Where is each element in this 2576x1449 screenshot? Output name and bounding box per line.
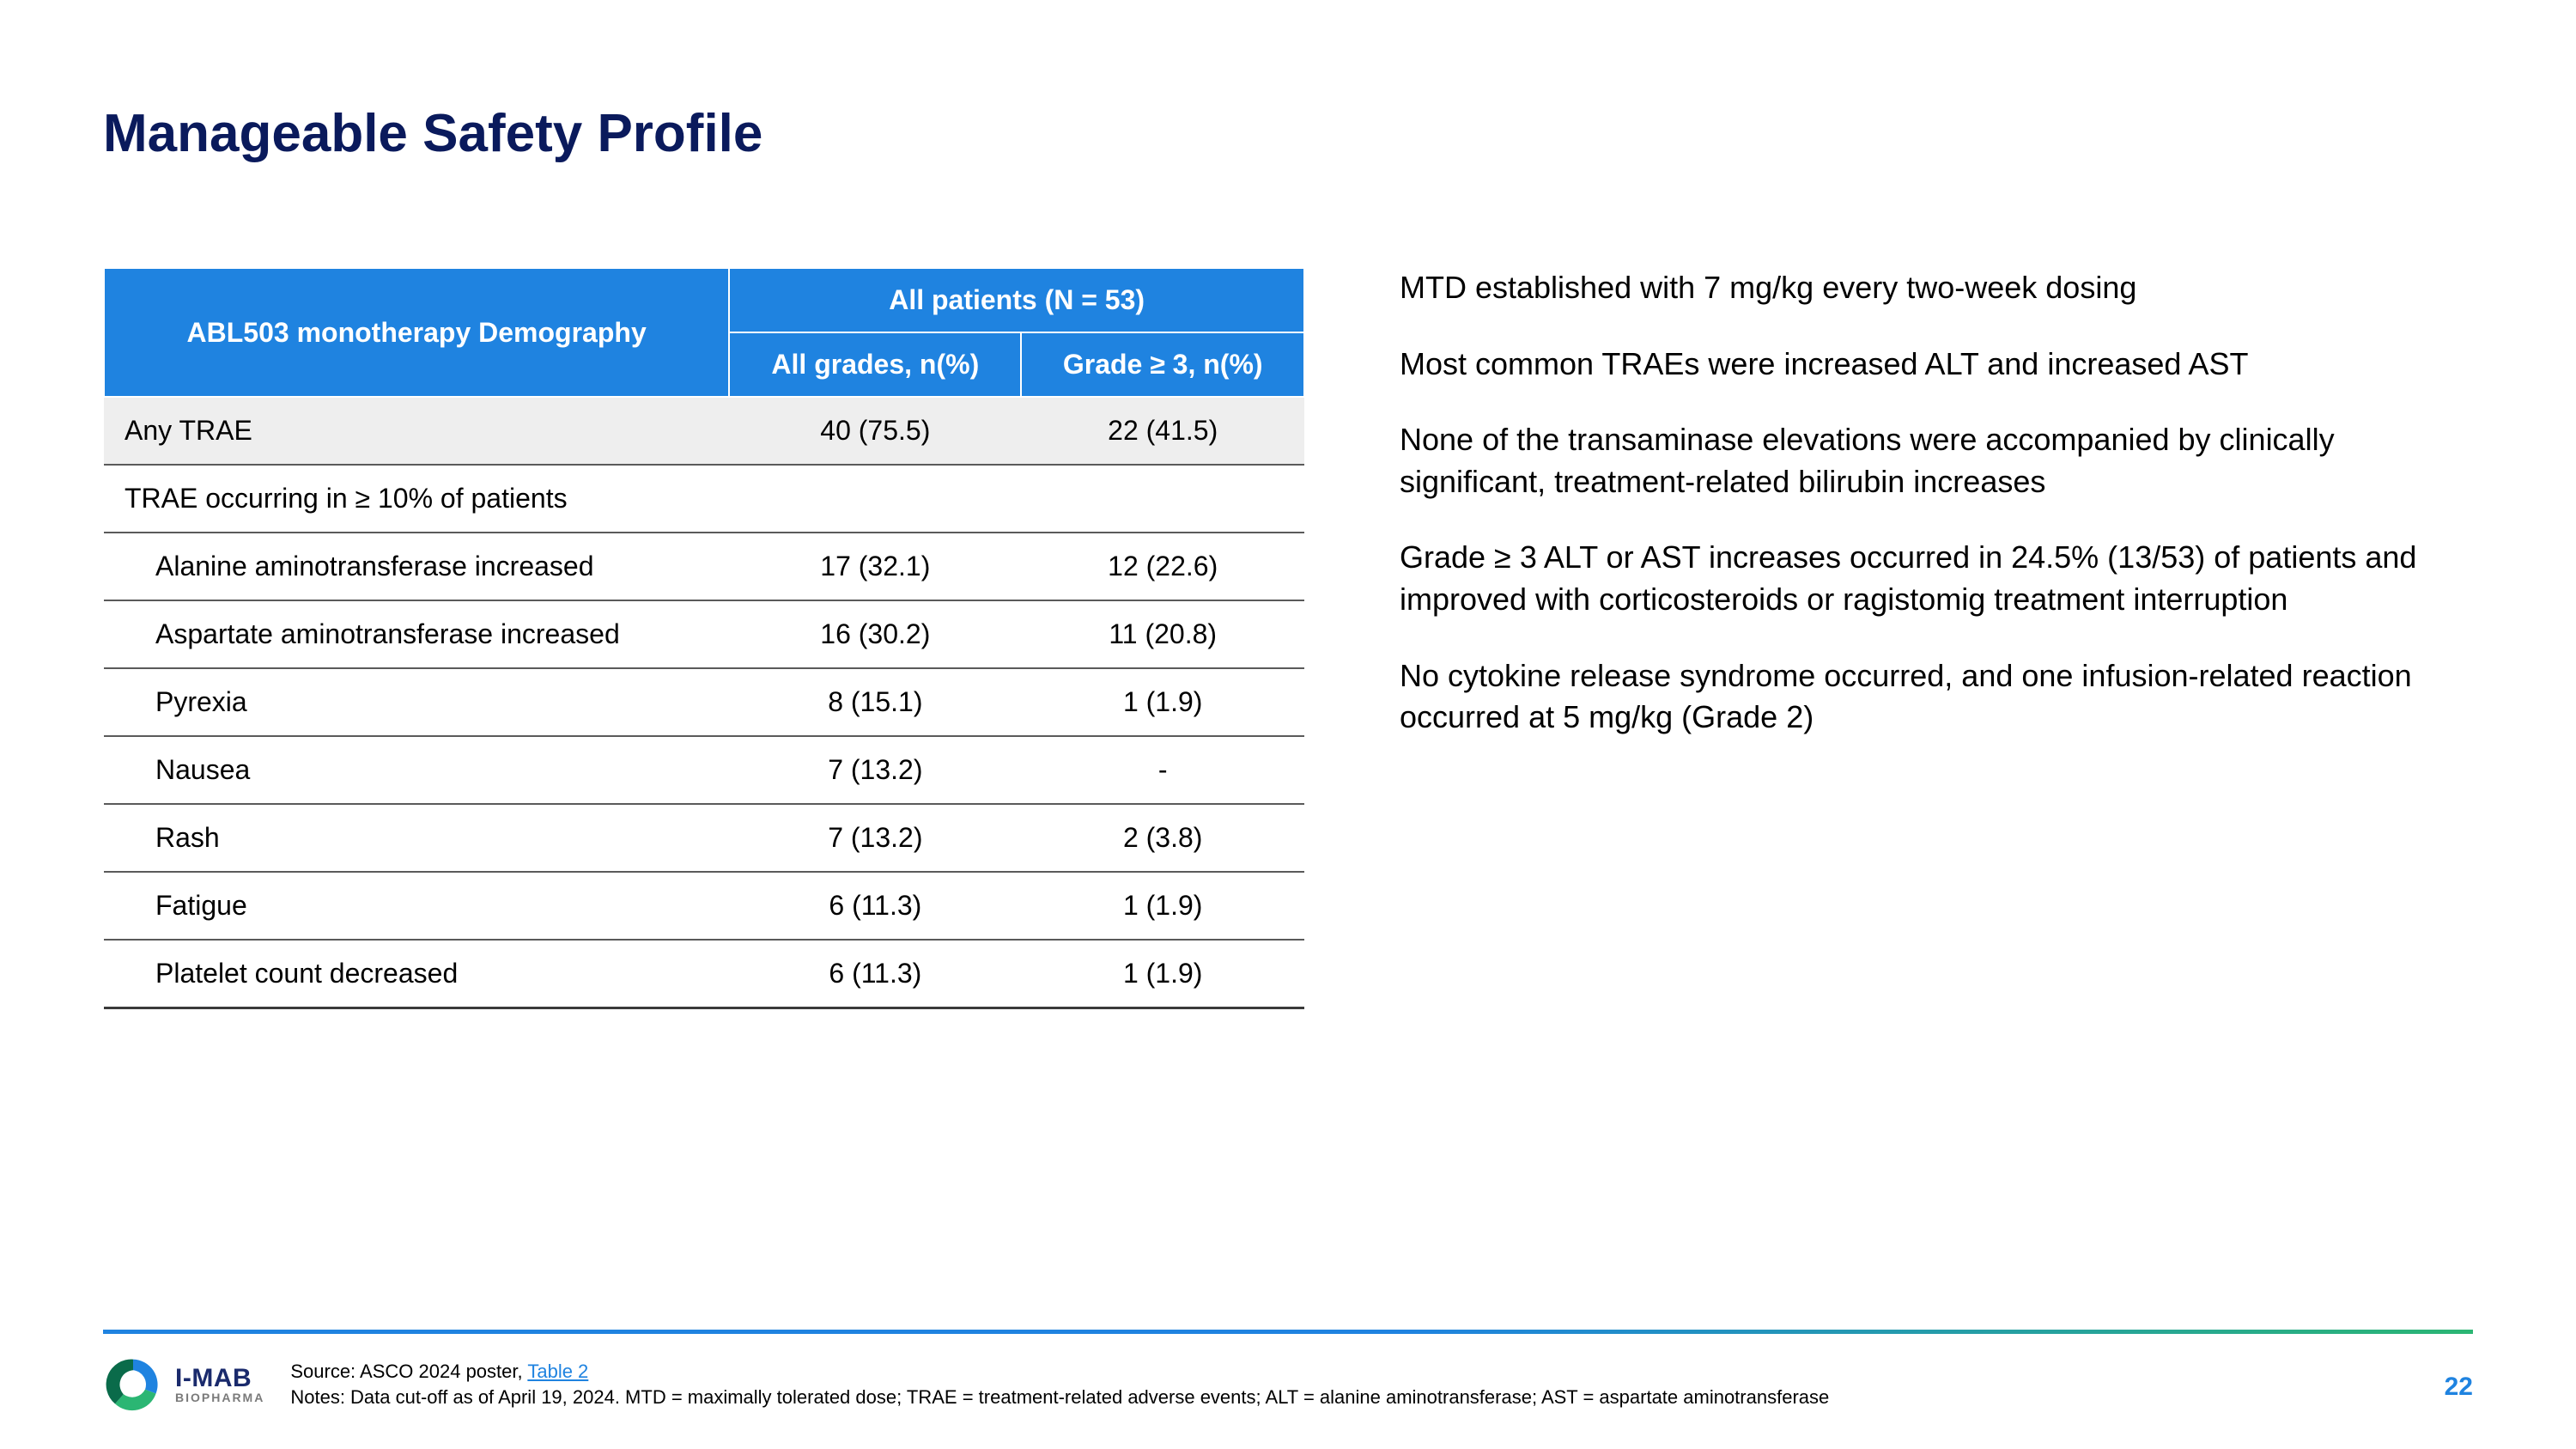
table-row: Fatigue6 (11.3)1 (1.9) [104,872,1304,940]
bullet-item: No cytokine release syndrome occurred, a… [1400,655,2473,739]
notes-line: Notes: Data cut-off as of April 19, 2024… [290,1385,1829,1410]
th-demography: ABL503 monotherapy Demography [104,268,729,397]
logo: I-MAB BIOPHARMA [103,1355,264,1415]
row-allgrades: 6 (11.3) [729,940,1021,1008]
content-row: ABL503 monotherapy Demography All patien… [103,267,2473,1009]
table-row: Rash7 (13.2)2 (3.8) [104,804,1304,872]
bullet-list: MTD established with 7 mg/kg every two-w… [1400,267,2473,773]
row-allgrades: 40 (75.5) [729,397,1021,465]
safety-table-wrap: ABL503 monotherapy Demography All patien… [103,267,1305,1009]
bullet-item: Grade ≥ 3 ALT or AST increases occurred … [1400,537,2473,620]
row-grade3: - [1021,736,1304,804]
row-allgrades: 8 (15.1) [729,668,1021,736]
row-label: Platelet count decreased [104,940,729,1008]
row-allgrades: 16 (30.2) [729,600,1021,668]
th-grade3: Grade ≥ 3, n(%) [1021,332,1304,397]
page-number: 22 [2445,1373,2473,1402]
row-grade3: 1 (1.9) [1021,872,1304,940]
row-grade3: 2 (3.8) [1021,804,1304,872]
row-label: Nausea [104,736,729,804]
footer: I-MAB BIOPHARMA Source: ASCO 2024 poster… [0,1330,2576,1449]
table-row: Aspartate aminotransferase increased16 (… [104,600,1304,668]
row-grade3: 1 (1.9) [1021,940,1304,1008]
row-label: Rash [104,804,729,872]
th-allgrades: All grades, n(%) [729,332,1021,397]
table-body: Any TRAE40 (75.5)22 (41.5)TRAE occurring… [104,397,1304,1008]
row-allgrades: 7 (13.2) [729,804,1021,872]
footer-row: I-MAB BIOPHARMA Source: ASCO 2024 poster… [103,1355,2473,1415]
row-label: Pyrexia [104,668,729,736]
row-label: Fatigue [104,872,729,940]
row-label: TRAE occurring in ≥ 10% of patients [104,465,729,533]
row-grade3: 11 (20.8) [1021,600,1304,668]
row-grade3: 1 (1.9) [1021,668,1304,736]
row-grade3 [1021,465,1304,533]
logo-brand: I-MAB [175,1366,264,1391]
logo-mark-icon [103,1355,163,1415]
source-prefix: Source: ASCO 2024 poster, [290,1361,527,1382]
row-label: Alanine aminotransferase increased [104,533,729,600]
source-line: Source: ASCO 2024 poster, Table 2 [290,1359,1829,1385]
row-allgrades [729,465,1021,533]
row-allgrades: 7 (13.2) [729,736,1021,804]
footnotes: Source: ASCO 2024 poster, Table 2 Notes:… [290,1359,1829,1409]
logo-sub: BIOPHARMA [175,1391,264,1403]
bullet-item: None of the transaminase elevations were… [1400,419,2473,502]
slide: Manageable Safety Profile ABL503 monothe… [0,0,2576,1449]
row-label: Aspartate aminotransferase increased [104,600,729,668]
th-allpatients: All patients (N = 53) [729,268,1304,332]
row-label: Any TRAE [104,397,729,465]
table-row: Nausea7 (13.2)- [104,736,1304,804]
table-row: Any TRAE40 (75.5)22 (41.5) [104,397,1304,465]
footer-rule [103,1330,2473,1334]
row-grade3: 12 (22.6) [1021,533,1304,600]
table-row: Pyrexia8 (15.1)1 (1.9) [104,668,1304,736]
source-link[interactable]: Table 2 [527,1361,588,1382]
row-allgrades: 17 (32.1) [729,533,1021,600]
page-title: Manageable Safety Profile [103,103,2473,164]
table-row: Alanine aminotransferase increased17 (32… [104,533,1304,600]
row-grade3: 22 (41.5) [1021,397,1304,465]
table-row: TRAE occurring in ≥ 10% of patients [104,465,1304,533]
logo-text: I-MAB BIOPHARMA [175,1366,264,1403]
table-row: Platelet count decreased6 (11.3)1 (1.9) [104,940,1304,1008]
row-allgrades: 6 (11.3) [729,872,1021,940]
safety-table: ABL503 monotherapy Demography All patien… [103,267,1305,1009]
bullet-item: Most common TRAEs were increased ALT and… [1400,344,2473,386]
bullet-item: MTD established with 7 mg/kg every two-w… [1400,267,2473,309]
